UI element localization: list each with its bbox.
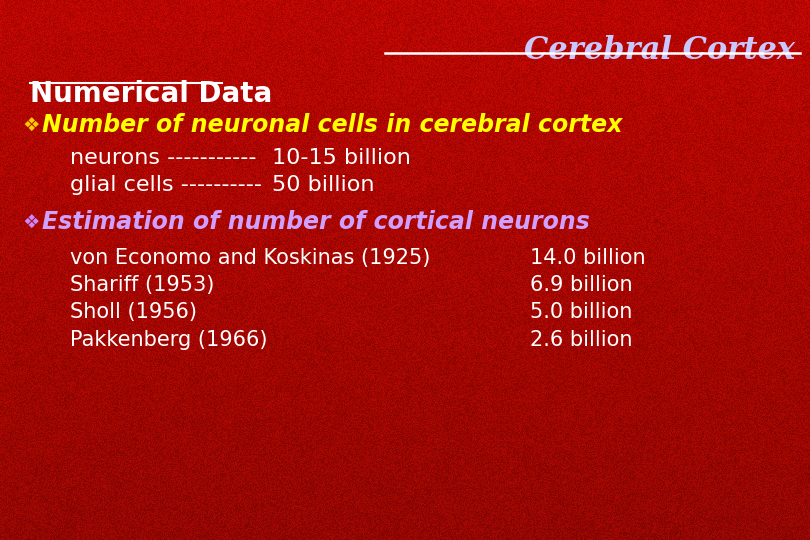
Text: neurons -----------: neurons ----------- <box>70 148 257 168</box>
Text: 5.0 billion: 5.0 billion <box>530 302 633 322</box>
Text: 50 billion: 50 billion <box>272 175 374 195</box>
Text: glial cells ----------: glial cells ---------- <box>70 175 262 195</box>
Text: 14.0 billion: 14.0 billion <box>530 248 646 268</box>
Text: Estimation of number of cortical neurons: Estimation of number of cortical neurons <box>42 210 590 234</box>
Text: von Economo and Koskinas (1925): von Economo and Koskinas (1925) <box>70 248 430 268</box>
Text: ❖: ❖ <box>22 116 40 134</box>
Text: Numerical Data: Numerical Data <box>30 80 272 108</box>
Text: 10-15 billion: 10-15 billion <box>272 148 411 168</box>
Text: Number of neuronal cells in cerebral cortex: Number of neuronal cells in cerebral cor… <box>42 113 622 137</box>
Text: 2.6 billion: 2.6 billion <box>530 330 633 350</box>
Text: Shariff (1953): Shariff (1953) <box>70 275 215 295</box>
Text: Pakkenberg (1966): Pakkenberg (1966) <box>70 330 267 350</box>
Text: 6.9 billion: 6.9 billion <box>530 275 633 295</box>
Text: Sholl (1956): Sholl (1956) <box>70 302 197 322</box>
Text: ❖: ❖ <box>22 213 40 232</box>
Text: Cerebral Cortex: Cerebral Cortex <box>524 35 795 66</box>
